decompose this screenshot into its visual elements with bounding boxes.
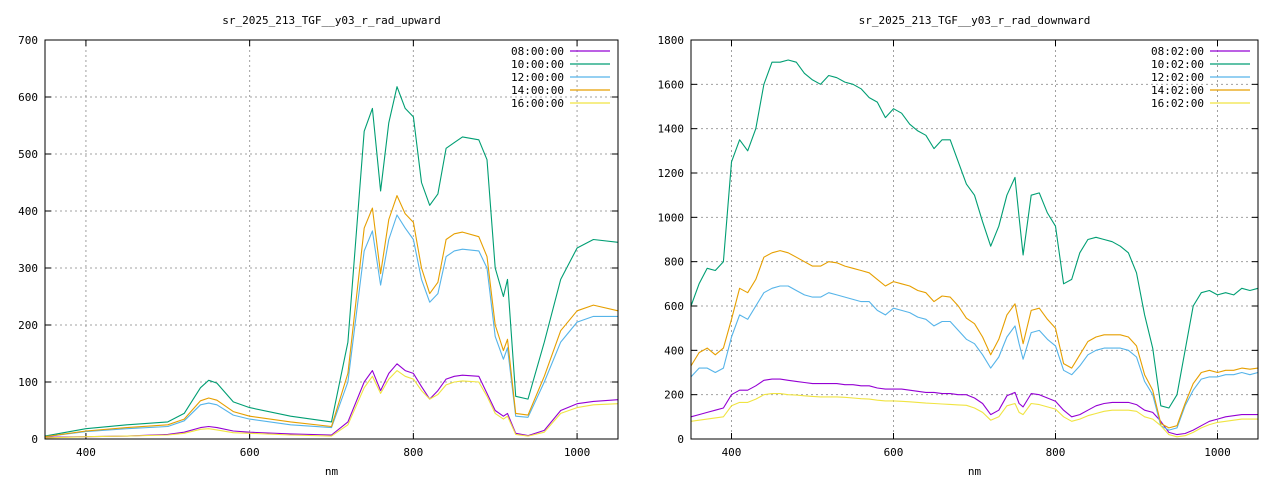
legend-label: 14:00:00 <box>511 84 564 97</box>
series-line-10:00:00 <box>44 86 619 437</box>
plot-frame <box>44 39 619 440</box>
legend-label: 16:00:00 <box>511 97 564 110</box>
y-tick-label: 1200 <box>658 167 685 180</box>
series-line-14:00:00 <box>44 195 619 438</box>
x-tick-label: 1000 <box>564 446 591 459</box>
legend-label: 08:02:00 <box>1151 45 1204 58</box>
plot-frame <box>690 39 1259 440</box>
upward-chart-panel: sr_2025_213_TGF__y03_r_rad_upward 0 100 200… <box>0 0 640 480</box>
y-tick-label: 1600 <box>658 78 685 91</box>
legend-label: 08:00:00 <box>511 45 564 58</box>
y-tick-label: 600 <box>18 91 38 104</box>
x-axis-label: nm <box>325 465 339 478</box>
y-tick-label: 1800 <box>658 34 685 47</box>
y-tick-label: 0 <box>677 433 684 446</box>
y-tick-label: 500 <box>18 148 38 161</box>
y-tick-label: 1400 <box>658 123 685 136</box>
legend-label: 14:02:00 <box>1151 84 1204 97</box>
y-tick-label: 100 <box>18 376 38 389</box>
series-line-08:00:00 <box>44 363 619 438</box>
y-tick-label: 200 <box>664 389 684 402</box>
downward-chart: sr_2025_213_TGF__y03_r_rad_downward 0 200 4… <box>658 14 1259 478</box>
y-tick-label: 800 <box>664 256 684 269</box>
upward-chart: sr_2025_213_TGF__y03_r_rad_upward 0 100 200… <box>18 14 619 478</box>
legend-label: 10:00:00 <box>511 58 564 71</box>
x-axis-label: nm <box>968 465 982 478</box>
y-tick-label: 300 <box>18 262 38 275</box>
series-line-16:02:00 <box>690 393 1258 438</box>
chart-title: sr_2025_213_TGF__y03_r_rad_downward <box>859 14 1091 27</box>
x-tick-label: 800 <box>403 446 423 459</box>
y-tick-label: 1000 <box>658 211 685 224</box>
chart-title: sr_2025_213_TGF__y03_r_rad_upward <box>222 14 441 27</box>
y-tick-label: 700 <box>18 34 38 47</box>
x-tick-label: 400 <box>76 446 96 459</box>
y-tick-label: 0 <box>31 433 38 446</box>
series-line-12:00:00 <box>44 214 618 438</box>
x-tick-label: 1000 <box>1204 446 1231 459</box>
x-tick-label: 400 <box>722 446 742 459</box>
x-tick-label: 800 <box>1046 446 1066 459</box>
legend-label: 10:02:00 <box>1151 58 1204 71</box>
series-line-10:02:00 <box>690 59 1259 409</box>
legend-label: 12:02:00 <box>1151 71 1204 84</box>
legend-label: 16:02:00 <box>1151 97 1204 110</box>
y-tick-label: 600 <box>664 300 684 313</box>
series-line-08:02:00 <box>690 378 1258 436</box>
y-tick-label: 200 <box>18 319 38 332</box>
series-line-14:02:00 <box>690 250 1259 429</box>
downward-chart-panel: sr_2025_213_TGF__y03_r_rad_downward 0 200 4… <box>640 0 1280 480</box>
x-tick-label: 600 <box>240 446 260 459</box>
x-tick-label: 600 <box>884 446 904 459</box>
legend-label: 12:00:00 <box>511 71 564 84</box>
y-tick-label: 400 <box>664 344 684 357</box>
series-line-16:00:00 <box>44 370 619 439</box>
y-tick-label: 400 <box>18 205 38 218</box>
